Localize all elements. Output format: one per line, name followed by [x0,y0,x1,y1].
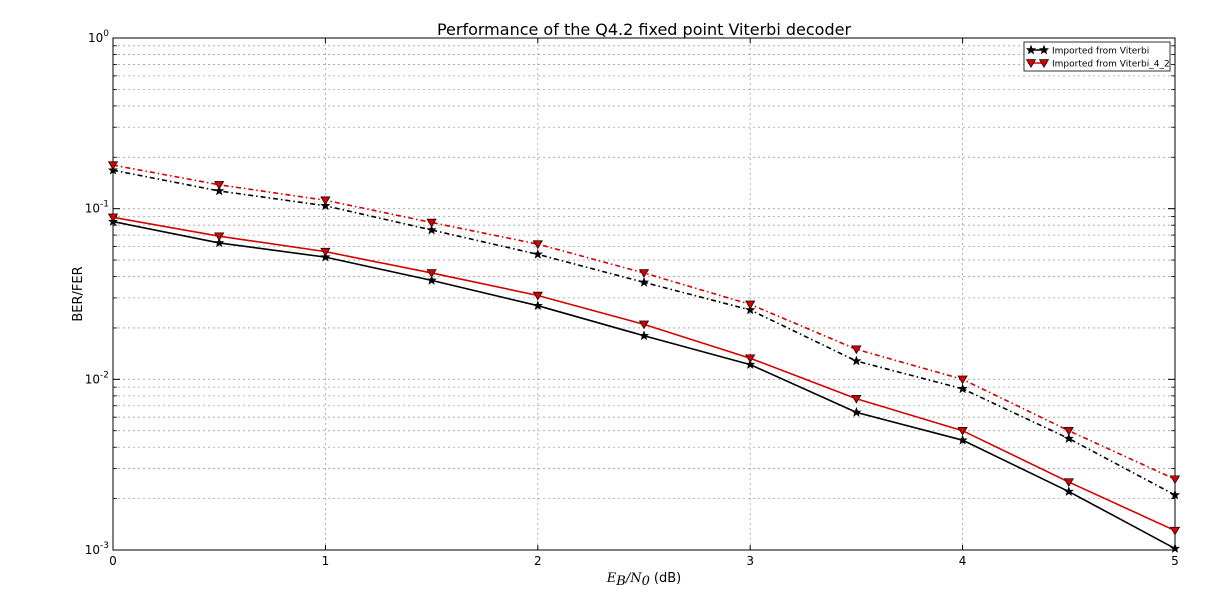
legend-marker [1025,59,1037,68]
series-1-point [638,330,650,341]
series-2-point [532,240,543,250]
series-2-point [957,375,968,385]
series-2-point [745,354,756,364]
series-1-point [745,359,756,369]
series-1-line-dashdot [112,169,1176,496]
legend-label: Imported from Viterbi_4_2 [1052,60,1170,70]
series-1-point [214,237,225,248]
series-1-point [638,277,650,287]
series-2-point [1063,426,1074,436]
x-tick-label: 3 [746,554,754,568]
series-1-point [1063,486,1074,496]
x-axis-label-sub-b: B [615,574,626,589]
series-2-point [638,269,650,278]
series-1-point [1169,543,1181,553]
x-tick-label: 2 [534,554,542,568]
series-2-point [426,269,437,278]
x-axis-label-unit: (dB) [654,571,681,586]
series-2-point [320,196,331,206]
legend-label: Imported from Viterbi [1052,47,1149,57]
y-tick-label: 100 [88,29,109,45]
series-2-point [426,218,437,228]
series-2-line-solid [112,216,1176,532]
legend: Imported from Viterbi Imported from Viter… [1023,41,1171,72]
chart-title: Performance of the Q4.2 fixed point Vite… [437,20,851,39]
x-tick-label: 5 [1171,554,1179,568]
series-1-point [957,383,968,394]
plot-frame [112,37,1176,551]
series-layer [107,161,1181,553]
grid [112,38,1176,550]
legend-marker [1038,59,1050,68]
x-axis-label: EB/N0 (dB) [606,571,681,589]
x-tick-label: 4 [959,554,967,568]
x-axis-label-n: /N [624,571,642,586]
legend-box [1023,41,1171,72]
series-2-point [1169,526,1181,536]
series-2-point [745,300,756,310]
series-2-point [107,161,119,171]
legend-marker [1025,44,1037,55]
series-1 [107,164,1181,553]
series-1-point [957,434,968,445]
series-2-point [320,247,331,257]
series-2 [107,161,1181,536]
series-2-point [851,345,862,355]
series-2-point [532,291,543,301]
y-tick-label: 10-3 [85,541,109,557]
y-tick-label: 10-1 [85,200,109,216]
series-1-point [532,248,543,259]
x-tick-label: 1 [322,554,330,568]
x-axis-label-sub-0: 0 [642,574,650,589]
legend-marker [1038,44,1050,55]
series-1-point [532,300,543,311]
series-2-point [957,426,968,436]
x-axis-label-e: E [606,571,617,586]
series-1-point [320,200,331,211]
y-axis-label: BER/FER [71,266,86,321]
x-tick-label: 0 [109,554,117,568]
series-1-point [1169,489,1181,500]
series-2-point [1063,478,1074,488]
series-2-point [214,181,225,190]
series-2-point [1169,475,1181,485]
series-1-point [426,275,437,285]
series-1-point [1063,433,1074,443]
series-1-point [851,355,862,366]
series-2-point [638,320,650,330]
y-tick-label: 10-2 [85,370,109,386]
series-1-point [745,304,756,315]
series-1-point [214,185,225,196]
series-1-point [851,407,862,417]
series-2-point [107,213,119,223]
series-1-point [426,224,437,235]
series-1-point [320,251,331,262]
series-2-point [214,232,225,242]
axis-ticks: 0 1 2 3 4 5 10-3 10-2 10-1 100 [85,29,1179,568]
series-2-point [851,394,862,404]
